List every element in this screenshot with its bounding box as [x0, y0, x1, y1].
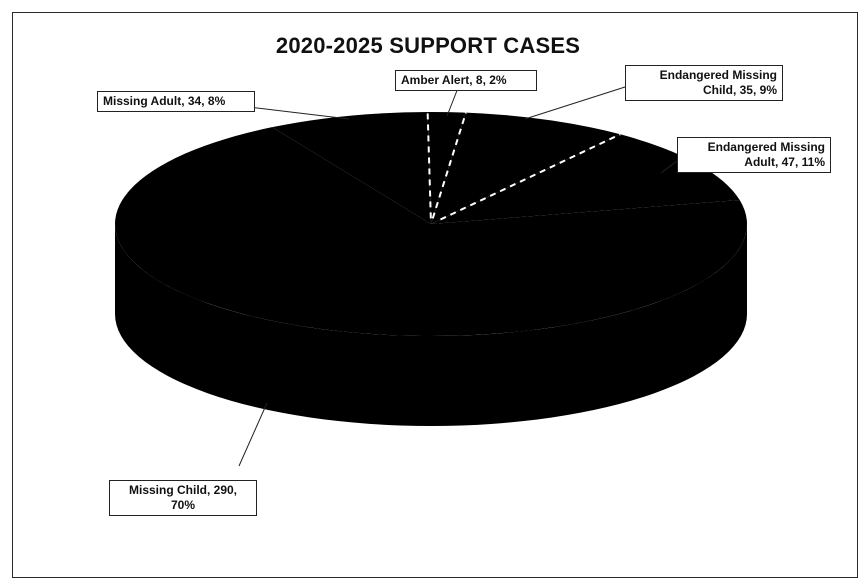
pie-slice-endangered-missing-adult [431, 134, 740, 224]
data-label-line: Missing Adult, 34, 8% [103, 94, 226, 108]
slice-separator [431, 112, 467, 219]
data-label-endangered-missing-child: Endangered Missing Child, 35, 9% [625, 65, 783, 101]
pie-side-wall [115, 224, 747, 426]
chart-title: 2020-2025 SUPPORT CASES [275, 33, 581, 58]
pie-chart [115, 86, 748, 467]
pie-slice-endangered-missing-child [431, 112, 621, 224]
data-label-line: Endangered Missing [707, 140, 825, 154]
data-label-missing-adult: Missing Adult, 34, 8% [97, 91, 255, 112]
data-label-endangered-missing-adult: Endangered Missing Adult, 47, 11% [677, 137, 831, 173]
pie-slice-missing-child [115, 127, 748, 337]
data-label-line: 70% [170, 498, 196, 512]
data-label-amber-alert: Amber Alert, 8, 2% [395, 70, 537, 91]
leader-line [524, 86, 626, 120]
slice-separator [440, 133, 621, 221]
data-label-line: Adult, 47, 11% [744, 155, 825, 169]
data-label-line: Amber Alert, 8, 2% [401, 73, 507, 87]
data-label-line: Child, 35, 9% [702, 83, 777, 97]
leader-line [446, 87, 459, 117]
data-label-line: Missing Child, 290, [128, 483, 238, 497]
slice-separator [426, 111, 432, 219]
data-label-line: Endangered Missing [659, 68, 777, 82]
leader-lines [238, 86, 678, 467]
pie-slice-missing-adult [272, 112, 431, 224]
leader-line [248, 106, 350, 120]
leader-line [238, 402, 268, 467]
pie-depth [115, 224, 747, 426]
pie-slices [115, 112, 748, 337]
chart-frame: 2020-2025 SUPPORT CASES Missing Child, 2… [12, 12, 858, 578]
data-label-missing-child: Missing Child, 290, 70% [109, 480, 257, 516]
leader-line [660, 160, 678, 174]
pie-separators [426, 111, 621, 221]
